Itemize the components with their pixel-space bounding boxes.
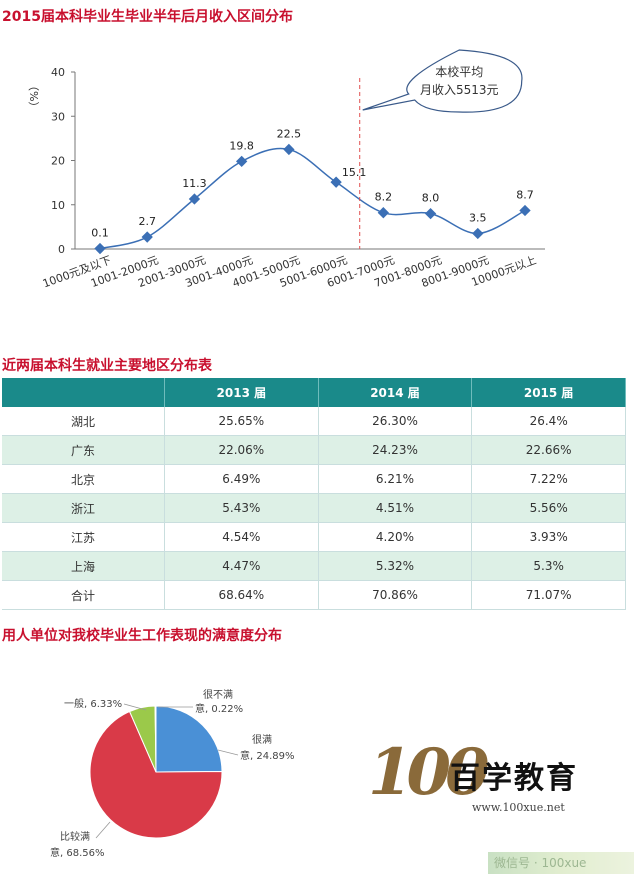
leader-fairly-satisfied <box>95 821 111 839</box>
leader-very-satisfied <box>217 749 239 756</box>
header-region <box>2 378 165 407</box>
callout-line1: 本校平均 <box>435 64 483 79</box>
data-point-marker <box>236 155 248 168</box>
y-tick-label: 20 <box>51 155 65 168</box>
value-cell: 24.23% <box>318 435 473 465</box>
value-cell: 4.51% <box>318 493 473 523</box>
callout-line2: 月收入5513元 <box>420 83 499 97</box>
region-table-header: 2013 届 2014 届 2015 届 <box>2 378 626 407</box>
value-cell: 22.66% <box>471 435 626 465</box>
y-tick-label: 30 <box>51 110 65 123</box>
value-cell: 4.54% <box>164 522 319 552</box>
data-value-label: 15.1 <box>342 166 367 179</box>
data-point-marker <box>141 231 153 243</box>
label-average: 一般, 6.33% <box>64 697 122 710</box>
value-cell: 26.4% <box>471 407 626 436</box>
y-tick-label: 10 <box>51 199 65 212</box>
value-cell: 4.47% <box>164 551 319 581</box>
data-value-label: 0.1 <box>91 227 109 240</box>
label-fairly-satisfied-line2: 意, 68.56% <box>50 846 105 859</box>
region-table-title: 近两届本科生就业主要地区分布表 <box>2 358 212 374</box>
logo-url: www.100xue.net <box>472 801 565 814</box>
header-2015: 2015 届 <box>471 378 626 407</box>
income-series-line <box>99 147 526 250</box>
table-row: 湖北 25.65% 26.30% 26.4% <box>2 407 626 436</box>
label-very-unsatisfied-line1: 很不满 <box>203 688 233 701</box>
header-2014: 2014 届 <box>318 378 473 407</box>
value-cell: 70.86% <box>318 580 473 610</box>
value-cell: 5.32% <box>318 551 473 581</box>
data-point-marker <box>377 207 389 219</box>
table-row: 广东 22.06% 24.23% 22.66% <box>2 435 626 465</box>
region-cell: 广东 <box>2 435 165 465</box>
region-cell: 北京 <box>2 464 165 494</box>
value-cell: 5.43% <box>164 493 319 523</box>
value-cell: 5.56% <box>471 493 626 523</box>
leader-average <box>123 703 147 711</box>
data-point-marker <box>424 207 437 220</box>
data-value-label: 8.0 <box>422 192 440 205</box>
label-fairly-satisfied-line1: 比较满 <box>60 830 90 843</box>
income-chart-title: 2015届本科毕业生毕业半年后月收入区间分布 <box>2 9 293 25</box>
value-cell: 25.65% <box>164 407 319 436</box>
region-cell: 江苏 <box>2 522 165 552</box>
table-row: 合计 68.64% 70.86% 71.07% <box>2 580 626 610</box>
table-row: 北京 6.49% 6.21% 7.22% <box>2 464 626 494</box>
data-value-label: 2.7 <box>138 215 156 228</box>
data-point-marker <box>188 193 201 205</box>
region-table: 2013 届 2014 届 2015 届 湖北 25.65% 26.30% 26… <box>2 378 626 610</box>
header-2013: 2013 届 <box>164 378 319 407</box>
region-cell: 上海 <box>2 551 165 581</box>
label-very-satisfied-line2: 意, 24.89% <box>240 749 295 762</box>
value-cell: 5.3% <box>471 551 626 581</box>
y-axis-label: （%） <box>27 80 40 112</box>
value-cell: 71.07% <box>471 580 626 610</box>
region-cell: 浙江 <box>2 493 165 523</box>
satisfaction-chart-title: 用人单位对我校毕业生工作表现的满意度分布 <box>2 628 282 644</box>
brand-logo: 100 百学教育 www.100xue.net <box>368 735 576 825</box>
data-value-label: 19.8 <box>229 139 254 152</box>
logo-name: 百学教育 <box>450 761 578 796</box>
y-tick-label: 40 <box>51 66 65 79</box>
value-cell: 68.64% <box>164 580 319 610</box>
data-point-marker <box>472 227 484 240</box>
slice-very-satisfied <box>155 705 223 773</box>
data-value-label: 8.7 <box>516 189 534 202</box>
data-point-marker <box>330 176 342 188</box>
data-value-label: 11.3 <box>182 177 207 190</box>
y-tick-label: 0 <box>58 243 65 256</box>
value-cell: 6.49% <box>164 464 319 494</box>
average-callout-bubble <box>362 49 523 113</box>
table-row: 上海 4.47% 5.32% 5.3% <box>2 551 626 581</box>
data-value-label: 8.2 <box>375 191 393 204</box>
data-point-marker <box>519 204 531 217</box>
value-cell: 6.21% <box>318 464 473 494</box>
table-row: 江苏 4.54% 4.20% 3.93% <box>2 522 626 552</box>
value-cell: 7.22% <box>471 464 626 494</box>
region-cell: 合计 <box>2 580 165 610</box>
slice-very-unsatisfied <box>154 705 157 773</box>
region-cell: 湖北 <box>2 407 165 436</box>
data-point-marker <box>283 143 295 156</box>
data-value-label: 3.5 <box>469 212 487 225</box>
logo-mark: 100 <box>368 735 490 810</box>
data-point-marker <box>94 242 106 255</box>
value-cell: 3.93% <box>471 522 626 552</box>
table-row: 浙江 5.43% 4.51% 5.56% <box>2 493 626 523</box>
value-cell: 26.30% <box>318 407 473 436</box>
data-value-label: 22.5 <box>277 127 302 140</box>
value-cell: 22.06% <box>164 435 319 465</box>
label-very-satisfied-line1: 很满 <box>252 733 272 746</box>
slice-fairly-satisfied <box>89 710 223 839</box>
watermark: 微信号 · 100xue <box>488 852 634 874</box>
label-very-unsatisfied-line2: 意, 0.22% <box>195 702 243 715</box>
value-cell: 4.20% <box>318 522 473 552</box>
